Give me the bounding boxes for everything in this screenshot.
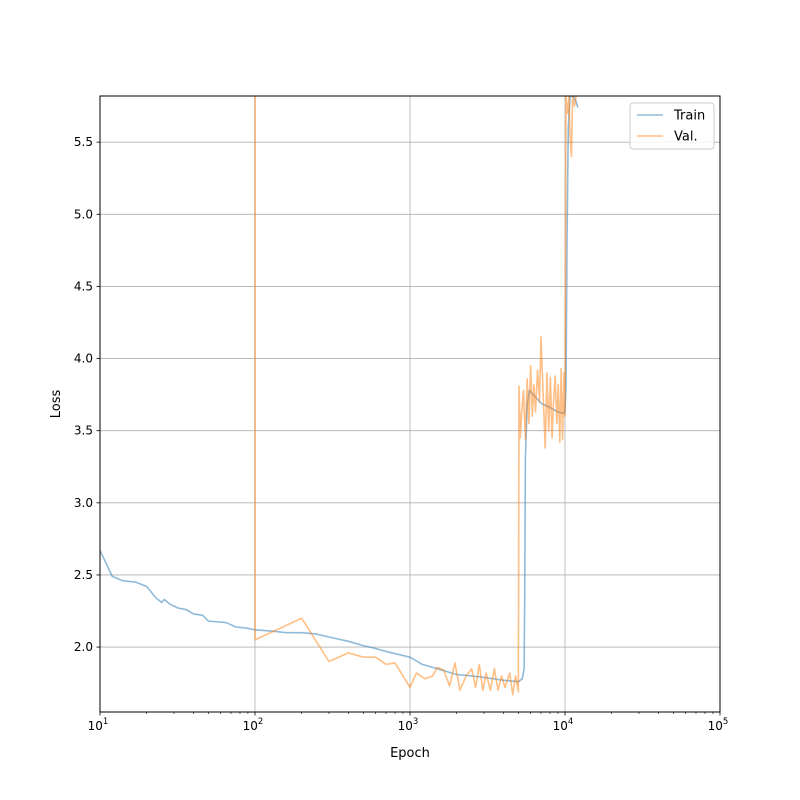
- y-tick-label: 2.5: [74, 568, 93, 582]
- y-axis-label: Loss: [49, 390, 64, 419]
- y-tick-label: 3.5: [74, 424, 93, 438]
- y-tick-label: 5.5: [74, 135, 93, 149]
- y-tick-label: 2.0: [74, 640, 93, 654]
- legend-label: Val.: [674, 130, 698, 145]
- legend-label: Train: [673, 109, 705, 124]
- grid-layer: [100, 96, 720, 712]
- y-tick-label: 5.0: [74, 207, 93, 221]
- y-tick-label: 3.0: [74, 496, 93, 510]
- x-axis-label: Epoch: [390, 746, 430, 761]
- series-layer: [100, 96, 579, 696]
- series-line-val: [254, 96, 577, 696]
- y-tick-label: 4.5: [74, 279, 93, 293]
- legend: Train Val.: [629, 102, 715, 150]
- y-tick-label: 4.0: [74, 352, 93, 366]
